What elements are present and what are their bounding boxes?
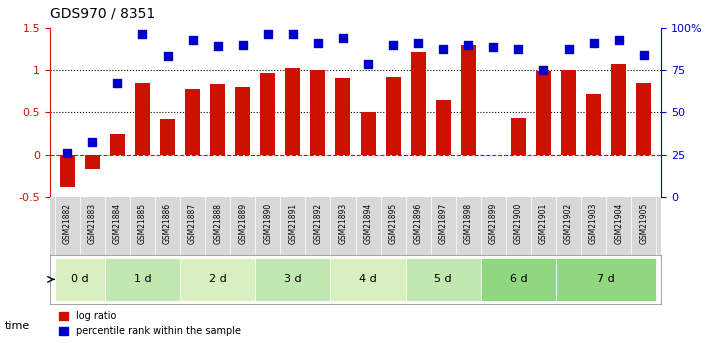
Text: GSM21897: GSM21897	[439, 203, 448, 244]
Bar	[511, 118, 526, 155]
Point	[488, 44, 499, 50]
Bar	[385, 77, 400, 155]
Text: time: time	[5, 321, 31, 331]
Text: GDS970 / 8351: GDS970 / 8351	[50, 7, 155, 21]
Bar	[185, 89, 200, 155]
Legend: log ratio, percentile rank within the sample: log ratio, percentile rank within the sa…	[55, 307, 245, 340]
Point	[112, 80, 123, 86]
Point	[638, 52, 649, 58]
Bar	[210, 85, 225, 155]
Text: 0 d: 0 d	[71, 274, 89, 284]
Point	[337, 35, 348, 40]
Text: GSM21899: GSM21899	[489, 203, 498, 244]
Bar	[561, 70, 576, 155]
FancyBboxPatch shape	[55, 258, 105, 301]
Point	[513, 46, 524, 51]
FancyBboxPatch shape	[105, 258, 180, 301]
Bar	[260, 72, 275, 155]
Bar	[235, 87, 250, 155]
Point	[613, 38, 624, 43]
Point	[588, 40, 599, 46]
Bar	[160, 119, 175, 155]
Point	[162, 53, 173, 58]
Point	[538, 67, 549, 73]
Point	[363, 61, 374, 67]
Bar	[135, 83, 150, 155]
Bar	[110, 134, 125, 155]
Point	[262, 32, 274, 37]
Text: GSM21892: GSM21892	[314, 203, 322, 244]
Text: GSM21884: GSM21884	[113, 203, 122, 244]
Point	[312, 40, 324, 46]
Text: 4 d: 4 d	[359, 274, 377, 284]
FancyBboxPatch shape	[556, 258, 656, 301]
Point	[437, 46, 449, 51]
Text: GSM21889: GSM21889	[238, 203, 247, 244]
Text: GSM21885: GSM21885	[138, 203, 147, 244]
Text: GSM21902: GSM21902	[564, 203, 573, 244]
Bar	[436, 100, 451, 155]
Point	[87, 139, 98, 145]
Point	[287, 32, 299, 37]
Point	[62, 150, 73, 156]
Text: 7 d: 7 d	[597, 274, 615, 284]
Bar	[85, 155, 100, 169]
Text: GSM21905: GSM21905	[639, 203, 648, 244]
Text: 5 d: 5 d	[434, 274, 452, 284]
Text: GSM21886: GSM21886	[163, 203, 172, 244]
Bar	[536, 71, 551, 155]
Bar	[411, 52, 426, 155]
Text: 3 d: 3 d	[284, 274, 301, 284]
Bar	[311, 70, 326, 155]
Text: GSM21903: GSM21903	[589, 203, 598, 244]
Bar	[360, 112, 375, 155]
Bar	[60, 155, 75, 187]
Text: GSM21891: GSM21891	[289, 203, 297, 244]
Text: GSM21895: GSM21895	[389, 203, 397, 244]
Bar	[285, 68, 300, 155]
Text: GSM21893: GSM21893	[338, 203, 348, 244]
Text: GSM21896: GSM21896	[414, 203, 422, 244]
FancyBboxPatch shape	[481, 258, 556, 301]
Bar	[336, 78, 351, 155]
Text: GSM21900: GSM21900	[514, 203, 523, 244]
Point	[187, 38, 198, 43]
Text: 6 d: 6 d	[510, 274, 527, 284]
Point	[387, 42, 399, 47]
Bar	[461, 45, 476, 155]
Point	[237, 42, 248, 47]
Point	[137, 32, 148, 37]
FancyBboxPatch shape	[331, 258, 405, 301]
Text: GSM21883: GSM21883	[88, 203, 97, 244]
FancyBboxPatch shape	[255, 258, 331, 301]
FancyBboxPatch shape	[180, 258, 255, 301]
Point	[212, 43, 223, 49]
Text: GSM21898: GSM21898	[464, 203, 473, 244]
Point	[463, 42, 474, 47]
Text: GSM21888: GSM21888	[213, 203, 222, 244]
Bar	[586, 94, 601, 155]
Text: GSM21901: GSM21901	[539, 203, 548, 244]
Bar	[636, 83, 651, 155]
Point	[412, 40, 424, 46]
Text: GSM21904: GSM21904	[614, 203, 623, 244]
Text: 2 d: 2 d	[209, 274, 227, 284]
Text: GSM21887: GSM21887	[188, 203, 197, 244]
Text: GSM21894: GSM21894	[363, 203, 373, 244]
Text: GSM21890: GSM21890	[263, 203, 272, 244]
Text: GSM21882: GSM21882	[63, 203, 72, 244]
Bar	[611, 64, 626, 155]
Text: 1 d: 1 d	[134, 274, 151, 284]
Point	[563, 46, 574, 51]
FancyBboxPatch shape	[405, 258, 481, 301]
